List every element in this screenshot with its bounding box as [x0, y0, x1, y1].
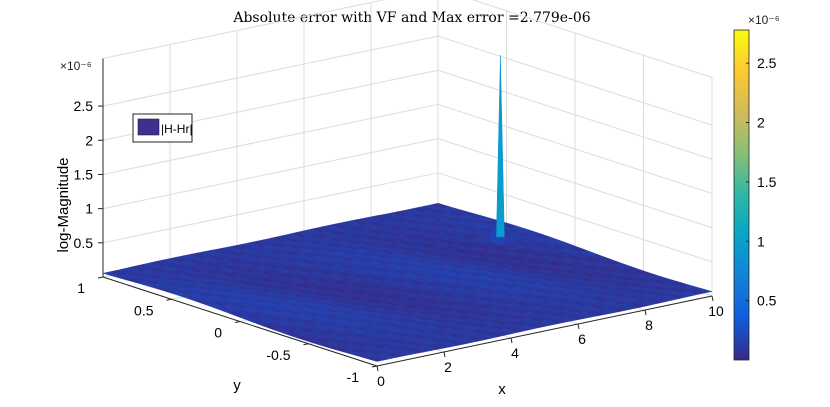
- y-tick-label: 1: [77, 280, 85, 296]
- y-axis-label: y: [233, 377, 241, 394]
- x-tick-label: 2: [444, 359, 452, 375]
- z-exponent-label: ×10⁻⁶: [60, 59, 92, 73]
- x-tick-labels: 0 2 4 6 8 10: [377, 303, 724, 389]
- z-tick-labels: 0.5 1 1.5 2 2.5: [74, 98, 94, 251]
- axes: [97, 58, 714, 372]
- error-peak: [496, 55, 505, 238]
- y-tick-label: 0.5: [134, 302, 154, 318]
- z-tick-label: 1.5: [74, 166, 94, 182]
- legend-entry: |H-Hr|: [161, 122, 193, 136]
- colorbar-tick-label: 0.5: [757, 293, 777, 309]
- colorbar-exponent-label: ×10⁻⁶: [748, 13, 780, 27]
- colorbar-tick-label: 2.5: [757, 55, 777, 71]
- z-tick-label: 2: [85, 132, 93, 148]
- error-surface: [102, 55, 713, 362]
- z-tick-label: 2.5: [74, 98, 94, 114]
- colorbar-tick-label: 1.5: [757, 174, 777, 190]
- x-tick-label: 10: [708, 303, 724, 319]
- z-tick-label: 0.5: [74, 235, 94, 251]
- y-tick-labels: -1 -0.5 0 0.5 1: [77, 280, 359, 385]
- legend: |H-Hr|: [132, 113, 193, 143]
- y-tick-label: 0: [214, 325, 222, 341]
- x-axis-label: x: [498, 381, 506, 398]
- z-tick-label: 1: [85, 201, 93, 217]
- z-axis-label: log-Magnitude: [55, 157, 72, 252]
- colorbar: 0.5 1 1.5 2 2.5 ×10⁻⁶: [733, 13, 780, 361]
- x-tick-label: 0: [377, 373, 385, 389]
- colorbar-bar: [733, 29, 750, 361]
- chart-title: Absolute error with VF and Max error =2.…: [232, 10, 590, 26]
- legend-swatch: [137, 118, 160, 136]
- x-tick-label: 8: [645, 317, 653, 333]
- x-tick-label: 4: [511, 345, 519, 361]
- y-tick-label: -1: [347, 369, 360, 385]
- y-tick-label: -0.5: [266, 347, 290, 363]
- colorbar-tick-label: 1: [757, 233, 765, 249]
- x-tick-label: 6: [578, 331, 586, 347]
- colorbar-tick-labels: 0.5 1 1.5 2 2.5: [746, 55, 777, 309]
- colorbar-tick-label: 2: [757, 115, 765, 131]
